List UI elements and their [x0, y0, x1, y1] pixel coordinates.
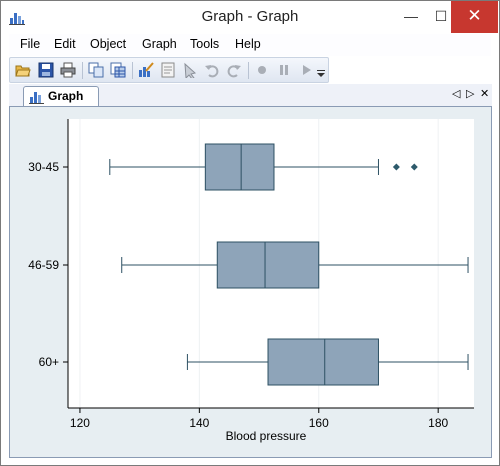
x-tick-label: 180: [428, 416, 448, 430]
copy-icon[interactable]: [88, 62, 104, 78]
x-tick-label: 160: [309, 416, 329, 430]
graph-tab-icon: [29, 92, 44, 104]
box-iqr: [204, 143, 275, 191]
maximize-button[interactable]: ☐: [434, 8, 448, 24]
y-tick-label: 60+: [39, 355, 59, 369]
play-icon[interactable]: [298, 62, 314, 78]
pause-icon[interactable]: [276, 62, 292, 78]
undo-icon[interactable]: [204, 62, 220, 78]
stata-graph-icon: [9, 13, 25, 25]
toolbar-separator: [132, 62, 133, 79]
dropdown-icon[interactable]: [316, 62, 326, 78]
menu-object[interactable]: Object: [90, 37, 127, 51]
x-axis-title: Blood pressure: [226, 429, 307, 443]
tab-strip: Graph ◁ ▷ ✕: [9, 84, 492, 107]
y-tick-label: 30-45: [28, 160, 59, 174]
tab-prev-icon[interactable]: ◁: [452, 88, 461, 100]
tab-next-icon[interactable]: ▷: [466, 88, 475, 100]
window-title: Graph - Graph: [201, 8, 299, 25]
box-iqr: [216, 241, 320, 289]
x-tick-label: 120: [70, 416, 90, 430]
redo-icon[interactable]: [226, 62, 242, 78]
print-icon[interactable]: [60, 62, 76, 78]
graph-editor-icon[interactable]: [138, 62, 154, 78]
minimize-button[interactable]: —: [404, 8, 418, 24]
toolbar-separator: [82, 62, 83, 79]
menu-graph[interactable]: Graph: [142, 37, 177, 51]
copy-table-icon[interactable]: [110, 62, 126, 78]
tab-graph-label: Graph: [48, 89, 84, 103]
menu-help[interactable]: Help: [235, 37, 261, 51]
x-tick-label: 140: [189, 416, 209, 430]
toolbar-separator: [248, 62, 249, 79]
toolbar: [9, 57, 329, 83]
menu-file[interactable]: File: [20, 37, 41, 51]
save-icon[interactable]: [38, 62, 54, 78]
close-button[interactable]: ✕: [451, 1, 498, 33]
box-iqr: [267, 338, 379, 386]
open-icon[interactable]: [15, 62, 31, 78]
box-plot-chart: 120 140 160 180 Blood pressure 30-45 46-59 60+: [28, 119, 474, 443]
menu-tools[interactable]: Tools: [190, 37, 220, 51]
outlier-point: [410, 163, 418, 171]
y-tick-label: 46-59: [28, 258, 59, 272]
pointer-icon[interactable]: [182, 62, 198, 78]
graph-area: 120 140 160 180 Blood pressure 30-45 46-59 60+: [9, 106, 492, 458]
outlier-point: [392, 163, 400, 171]
tab-close-icon[interactable]: ✕: [480, 88, 490, 100]
tab-graph[interactable]: Graph: [23, 86, 99, 106]
menu-edit[interactable]: Edit: [54, 37, 76, 51]
record-icon[interactable]: [254, 62, 270, 78]
title-bar[interactable]: Graph - Graph — ☐ ✕: [1, 1, 499, 33]
menu-bar: File Edit Object Graph Tools Help: [9, 34, 491, 56]
recorder-icon[interactable]: [160, 62, 176, 78]
